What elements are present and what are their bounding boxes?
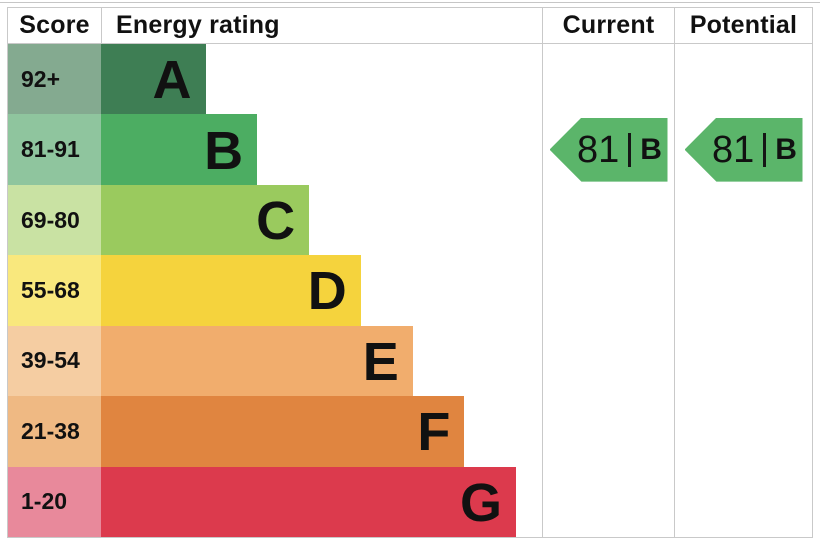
current-cell: [542, 325, 674, 397]
score-range-cell-d: 55-68: [8, 255, 101, 326]
score-range-cell-a: 92+: [8, 44, 101, 115]
current-cell: [542, 44, 674, 115]
rating-bar-a: A: [101, 44, 206, 115]
current-rating-arrow-separator: [628, 132, 632, 167]
current-cell: [542, 255, 674, 326]
epc-rating-table: Score Energy rating Current Potential 92…: [7, 7, 813, 538]
potential-cell: [674, 44, 812, 115]
potential-cell: [674, 184, 812, 256]
potential-cell: [674, 396, 812, 467]
energy-rating-column-header: Energy rating: [101, 8, 542, 43]
potential-rating-arrow-separator: [763, 132, 767, 167]
band-row-d: 55-68 D: [8, 255, 812, 326]
rating-bar-f: F: [101, 396, 465, 467]
potential-cell: [674, 255, 812, 326]
score-range-label: 39-54: [21, 347, 80, 374]
score-range-cell-c: 69-80: [8, 184, 101, 256]
band-row-c: 69-80 C: [8, 184, 812, 256]
current-rating-arrow-grade: B: [640, 132, 662, 166]
band-row-b: 81-91 B 81 B 81 B: [8, 114, 812, 185]
rating-bar-d: D: [101, 255, 361, 326]
grade-letter-b: B: [204, 120, 244, 181]
rating-bar-area: G: [101, 466, 542, 537]
band-row-e: 39-54 E: [8, 325, 812, 397]
rating-bar-b: B: [101, 114, 258, 185]
rating-bar-area: B: [101, 114, 542, 185]
band-row-g: 1-20 G: [8, 466, 812, 537]
score-range-label: 55-68: [21, 276, 80, 303]
current-rating-arrow-value: 81: [577, 128, 620, 171]
rating-bar-area: C: [101, 184, 542, 256]
score-column-header: Score: [19, 11, 90, 39]
score-range-label: 69-80: [21, 206, 80, 233]
potential-rating-arrow-value: 81: [712, 128, 755, 171]
potential-rating-arrow-grade: B: [775, 132, 797, 166]
score-range-label: 21-38: [21, 417, 80, 444]
grade-letter-f: F: [417, 402, 451, 463]
score-range-label: 81-91: [21, 136, 80, 163]
rating-bar-c: C: [101, 184, 310, 256]
potential-column-header: Potential: [674, 8, 812, 43]
potential-cell: [674, 466, 812, 537]
score-range-cell-e: 39-54: [8, 325, 101, 397]
potential-rating-arrow: 81 B: [684, 117, 803, 182]
grade-letter-g: G: [459, 472, 502, 533]
current-rating-arrow: 81 B: [549, 117, 668, 182]
grade-letter-c: C: [256, 191, 296, 252]
potential-cell: [674, 325, 812, 397]
current-cell: [542, 184, 674, 256]
score-range-label: 1-20: [21, 488, 68, 515]
band-row-f: 21-38 F: [8, 396, 812, 467]
grade-letter-e: E: [362, 331, 399, 392]
rating-bar-area: E: [101, 325, 542, 397]
potential-cell: 81 B: [674, 114, 812, 185]
rating-bar-area: A: [101, 44, 542, 115]
current-cell: 81 B: [542, 114, 674, 185]
score-range-cell-f: 21-38: [8, 396, 101, 467]
current-column-header: Current: [542, 8, 674, 43]
rating-bar-area: F: [101, 396, 542, 467]
table-header-row: Score Energy rating Current Potential: [8, 8, 812, 44]
score-range-cell-g: 1-20: [8, 466, 101, 537]
score-range-label: 92+: [21, 65, 61, 92]
grade-letter-a: A: [152, 50, 192, 111]
current-cell: [542, 396, 674, 467]
current-cell: [542, 466, 674, 537]
band-row-a: 92+ A: [8, 44, 812, 115]
top-border-line: [0, 2, 820, 3]
score-range-cell-b: 81-91: [8, 114, 101, 185]
rating-bar-e: E: [101, 325, 413, 397]
band-rows-container: 92+ A 81-91 B 81 B 81 B 69-80 C 55-68 D 39-54 E 21-38 F…: [8, 44, 812, 537]
grade-letter-d: D: [307, 261, 347, 322]
rating-bar-g: G: [101, 466, 516, 537]
rating-bar-area: D: [101, 255, 542, 326]
